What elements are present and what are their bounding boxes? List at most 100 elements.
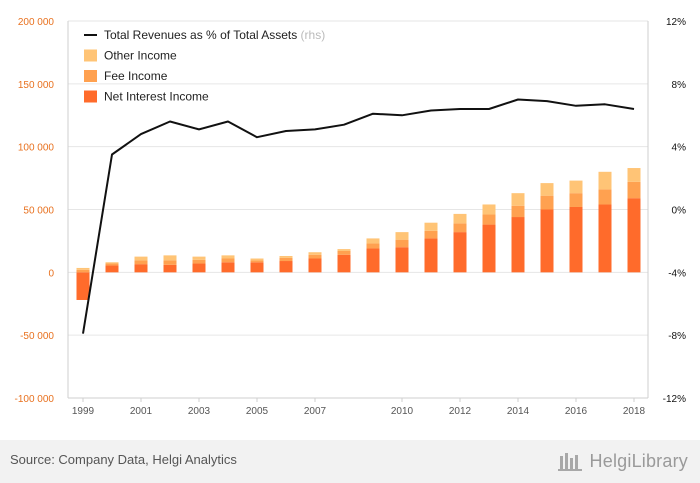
bar-net-interest-income <box>163 264 177 273</box>
bar-other-income <box>511 193 525 206</box>
bar-fee-income <box>482 214 496 225</box>
legend-label: Fee Income <box>104 69 168 83</box>
y-left-tick-label: -50 000 <box>20 331 54 342</box>
bar-net-interest-income <box>395 247 409 273</box>
bar-other-income <box>308 252 322 255</box>
x-tick-label: 2007 <box>304 406 327 417</box>
axes: -100 000 -50 000 0 50 000 100 000 150 000 200 … <box>15 17 687 417</box>
bar-other-income <box>453 213 467 224</box>
bar-other-income <box>366 238 380 244</box>
bar-other-income <box>598 171 612 190</box>
bar-other-income <box>482 204 496 215</box>
bar-fee-income <box>308 254 322 259</box>
y-left-tick-label: 150 000 <box>18 80 55 91</box>
bar-other-income <box>134 256 148 261</box>
legend-swatch <box>84 49 97 62</box>
x-tick-label: 2016 <box>565 406 588 417</box>
bar-net-interest-income <box>598 204 612 273</box>
x-tick-label: 2012 <box>449 406 472 417</box>
bar-other-income <box>627 168 641 182</box>
bar-fee-income <box>366 243 380 249</box>
logo-text: HelgiLibrary <box>589 450 688 471</box>
helgi-library-logo: HelgiLibrary <box>557 448 688 474</box>
bar-fee-income <box>453 223 467 233</box>
bar-fee-income <box>337 250 351 255</box>
y-right-tick-label: -12% <box>663 394 686 405</box>
bar-fee-income <box>424 230 438 239</box>
bar-other-income <box>424 222 438 231</box>
revenue-line-layer <box>82 98 635 334</box>
bar-fee-income <box>134 260 148 265</box>
bar-other-income <box>163 255 177 261</box>
bar-other-income <box>221 255 235 259</box>
bar-fee-income <box>511 205 525 218</box>
helgi-library-logo-icon <box>557 453 582 471</box>
x-tick-label: 2018 <box>623 406 646 417</box>
bar-net-interest-income <box>134 264 148 273</box>
x-tick-label: 1999 <box>72 406 95 417</box>
legend: Total Revenues as % of Total Assets (rhs… <box>84 28 325 104</box>
x-tick-label: 2003 <box>188 406 211 417</box>
bar-net-interest-income <box>279 261 293 273</box>
legend-item: Net Interest Income <box>84 90 209 104</box>
bar-net-interest-income <box>337 254 351 273</box>
bar-net-interest-income <box>105 265 119 273</box>
bar-fee-income <box>395 239 409 248</box>
bar-other-income <box>105 262 119 264</box>
legend-item: Other Income <box>84 49 177 63</box>
bar-net-interest-income <box>192 263 206 273</box>
bar-fee-income <box>279 257 293 262</box>
bar-fee-income <box>569 193 583 207</box>
y-right-tick-label: 4% <box>672 143 687 154</box>
bar-net-interest-income <box>482 224 496 273</box>
bar-fee-income <box>540 195 554 210</box>
bar-fee-income <box>598 189 612 205</box>
y-left-tick-label: 0 <box>48 268 54 279</box>
source-note: Source: Company Data, Helgi Analytics <box>10 452 237 467</box>
bar-fee-income <box>163 260 177 265</box>
bar-other-income <box>540 183 554 196</box>
legend-swatch <box>84 70 97 82</box>
y-right-tick-label: -4% <box>668 268 686 279</box>
bar-net-interest-income <box>540 209 554 273</box>
bar-other-income <box>250 258 264 261</box>
bar-net-interest-income <box>627 198 641 273</box>
bar-fee-income <box>250 260 264 263</box>
bar-other-income <box>395 232 409 240</box>
bar-fee-income <box>76 269 90 273</box>
bar-fee-income <box>627 181 641 199</box>
bar-net-interest-income <box>250 262 264 273</box>
bar-net-interest-income <box>308 258 322 273</box>
legend-label: Net Interest Income <box>104 90 209 104</box>
legend-item: Fee Income <box>84 69 168 83</box>
bars <box>76 168 641 300</box>
y-right-tick-label: 12% <box>666 17 686 28</box>
y-left-tick-label: 50 000 <box>23 206 54 217</box>
x-tick-label: 2014 <box>507 406 530 417</box>
revenue-pct-line <box>82 98 635 334</box>
x-tick-label: 2005 <box>246 406 269 417</box>
bar-other-income <box>569 180 583 194</box>
x-tick-label: 2010 <box>391 406 414 417</box>
y-left-tick-label: -100 000 <box>15 394 55 405</box>
bar-net-interest-income <box>511 217 525 273</box>
bar-other-income <box>192 256 206 260</box>
legend-swatch <box>84 90 97 103</box>
x-tick-label: 2001 <box>130 406 153 417</box>
bar-other-income <box>337 249 351 251</box>
bar-net-interest-income <box>221 262 235 273</box>
y-left-tick-label: 100 000 <box>18 143 55 154</box>
bar-other-income <box>76 267 90 270</box>
bar-fee-income <box>192 259 206 264</box>
bar-net-interest-income <box>569 206 583 273</box>
legend-item: Total Revenues as % of Total Assets (rhs… <box>84 28 325 42</box>
legend-label: Other Income <box>104 49 177 63</box>
y-right-tick-label: -8% <box>668 331 686 342</box>
bar-net-interest-income <box>453 232 467 273</box>
bar-other-income <box>279 255 293 258</box>
legend-label-suffix: (rhs) <box>297 28 325 42</box>
y-right-tick-label: 0% <box>672 206 687 217</box>
y-left-tick-label: 200 000 <box>18 17 55 28</box>
legend-label: Total Revenues as % of Total Assets (rhs… <box>104 28 325 42</box>
